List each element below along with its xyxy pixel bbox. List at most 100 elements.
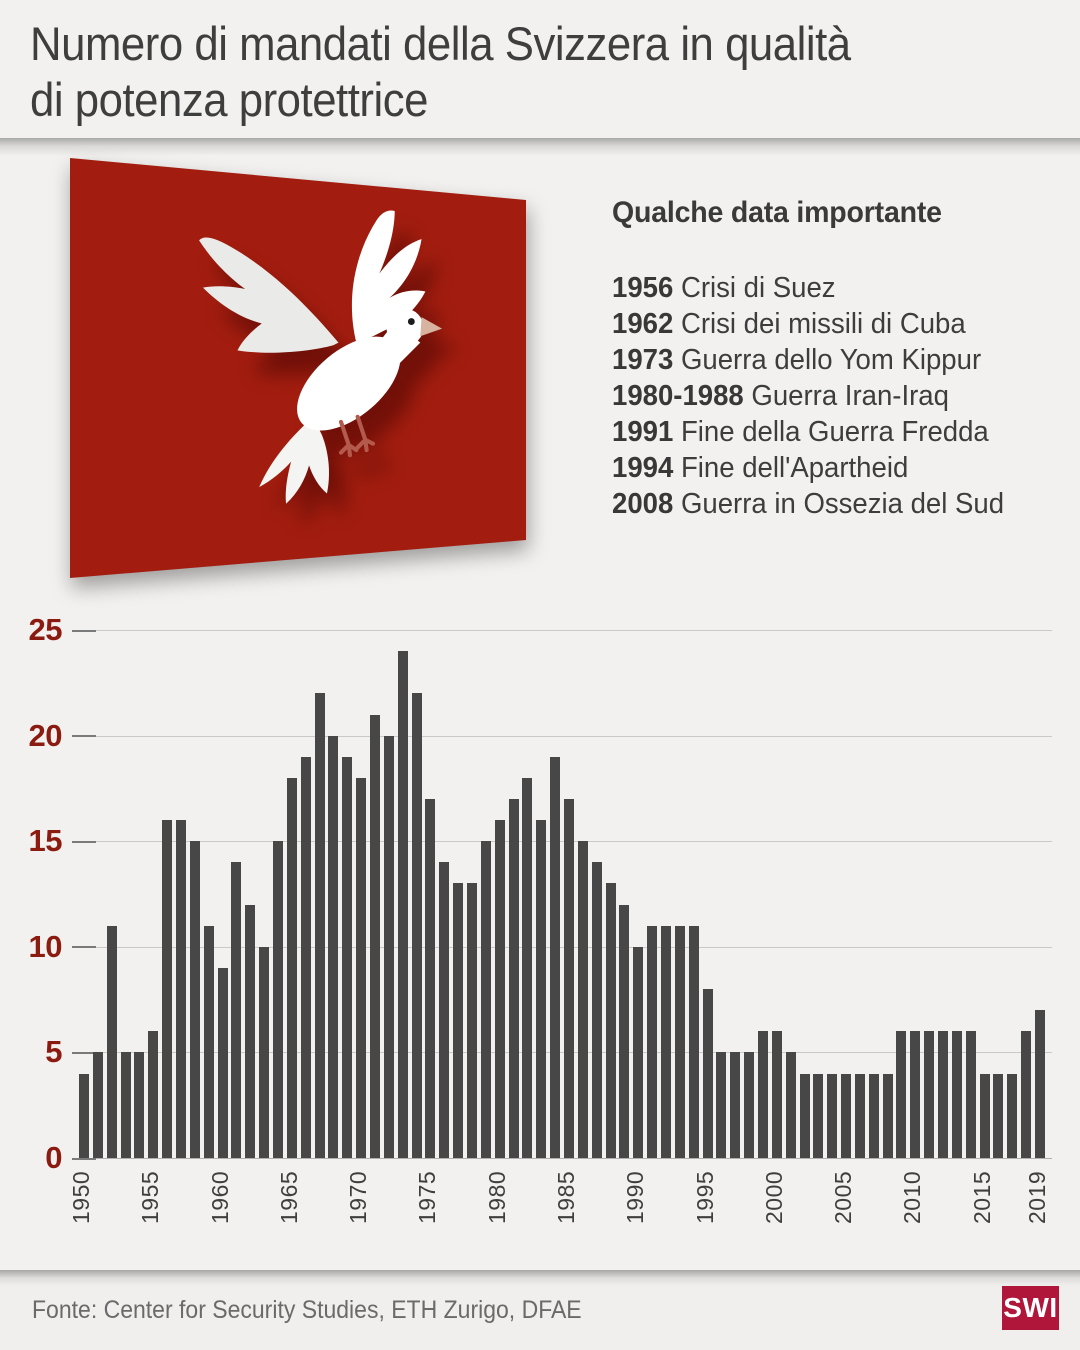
x-axis-label: 2000 xyxy=(760,1170,787,1224)
bar-1964 xyxy=(273,841,283,1158)
x-axis-label: 2010 xyxy=(899,1170,926,1224)
y-axis-label: 25 xyxy=(28,612,63,647)
x-axis-label: 1950 xyxy=(68,1170,94,1224)
bar-1960 xyxy=(217,967,228,1158)
bar-1980 xyxy=(494,820,505,1158)
footer-shadow xyxy=(0,1270,1080,1286)
key-dates-heading: Qualche data importante xyxy=(612,196,942,229)
grid-line xyxy=(72,1052,1052,1054)
grid-line xyxy=(72,841,1052,843)
key-date-item: 2008 Guerra in Ossezia del Sud xyxy=(612,488,1005,520)
bar-2006 xyxy=(854,1073,865,1158)
grid-line xyxy=(72,735,1052,737)
y-axis-tick xyxy=(72,735,96,738)
key-date-year: 1962 xyxy=(612,308,674,340)
y-axis-tick xyxy=(72,840,96,843)
bar-1990 xyxy=(633,946,644,1158)
bar-1999 xyxy=(757,1031,768,1158)
bar-2014 xyxy=(965,1031,976,1158)
key-date-item: 1962 Crisi dei missili di Cuba xyxy=(612,308,966,340)
y-axis-label: 15 xyxy=(28,823,63,859)
bar-2005 xyxy=(841,1073,851,1158)
bar-1973 xyxy=(397,651,408,1158)
key-date-year: 1991 xyxy=(612,416,674,448)
bar-1968 xyxy=(328,735,339,1158)
bar-2013 xyxy=(951,1031,962,1158)
key-date-item: 1980-1988 Guerra Iran-Iraq xyxy=(612,380,949,412)
bar-2019 xyxy=(1035,1010,1045,1158)
bar-1975 xyxy=(425,799,436,1158)
bar-1984 xyxy=(550,756,561,1158)
bar-2000 xyxy=(771,1031,782,1158)
bar-2015 xyxy=(979,1073,990,1158)
x-axis-label: 2019 xyxy=(1024,1170,1050,1224)
key-date-year: 1973 xyxy=(612,344,674,376)
x-axis-label: 1955 xyxy=(137,1170,164,1224)
key-date-item: 1991 Fine della Guerra Fredda xyxy=(612,416,989,448)
footer: Fonte: Center for Security Studies, ETH … xyxy=(0,1270,1080,1350)
y-axis-tick xyxy=(72,629,96,632)
bar-2009 xyxy=(896,1031,907,1158)
bar-1972 xyxy=(383,735,394,1158)
bar-1988 xyxy=(605,883,616,1158)
key-date-item: 1956 Crisi di Suez xyxy=(612,272,836,304)
key-date-year: 1956 xyxy=(612,272,674,304)
bar-1959 xyxy=(203,925,214,1158)
x-axis-label: 1990 xyxy=(622,1170,649,1224)
bar-2011 xyxy=(924,1031,935,1158)
red-panel xyxy=(70,158,526,578)
bar-2008 xyxy=(882,1073,893,1158)
bar-1978 xyxy=(466,883,477,1158)
y-axis-tick xyxy=(72,946,96,949)
x-axis-label: 2005 xyxy=(830,1170,856,1224)
y-axis-tick xyxy=(72,1051,96,1054)
title-bar: Numero di mandati della Svizzera in qual… xyxy=(0,0,1080,138)
bar-1998 xyxy=(744,1052,754,1158)
bar-1997 xyxy=(730,1052,741,1158)
bar-1971 xyxy=(370,714,380,1158)
key-date-year: 1980-1988 xyxy=(612,380,744,412)
bar-1955 xyxy=(148,1031,159,1158)
bar-1951 xyxy=(92,1052,103,1158)
x-axis-label: 1965 xyxy=(275,1170,302,1224)
bar-2002 xyxy=(799,1073,810,1158)
bar-1982 xyxy=(522,777,533,1158)
bar-2012 xyxy=(938,1031,948,1158)
x-axis-label: 1980 xyxy=(483,1170,510,1224)
bar-1981 xyxy=(508,799,519,1158)
bar-1961 xyxy=(231,862,242,1158)
bar-1974 xyxy=(411,693,422,1158)
bar-2001 xyxy=(785,1052,796,1158)
x-axis-label: 1970 xyxy=(345,1170,372,1224)
x-axis-label: 1960 xyxy=(206,1170,233,1224)
bar-1993 xyxy=(674,925,685,1158)
bar-1989 xyxy=(619,904,630,1158)
dove-icon xyxy=(199,210,443,504)
bar-chart: 0 5 10 15 20 25 1950 1955 1960 1965 1970 1975 1980 19… xyxy=(28,612,1052,1224)
bar-1963 xyxy=(259,946,270,1158)
bar-1970 xyxy=(356,777,367,1158)
bar-1977 xyxy=(453,883,464,1158)
bar-1996 xyxy=(716,1052,727,1158)
y-axis-label: 5 xyxy=(45,1034,62,1070)
dove-illustration xyxy=(70,158,526,578)
y-axis-label: 0 xyxy=(45,1140,62,1175)
page-title: Numero di mandati della Svizzera in qual… xyxy=(30,17,851,126)
key-date-item: 1994 Fine dell'Apartheid xyxy=(612,452,909,484)
x-axis-label: 1995 xyxy=(691,1170,718,1224)
key-dates-list: 1956 Crisi di Suez 1962 Crisi dei missili… xyxy=(612,270,1030,522)
bar-1954 xyxy=(134,1052,145,1158)
x-axis-label: 1985 xyxy=(552,1170,579,1224)
bar-1966 xyxy=(300,756,311,1158)
bar-1992 xyxy=(660,925,671,1158)
bar-1967 xyxy=(314,693,325,1158)
bar-2018 xyxy=(1021,1031,1032,1158)
x-axis-label: 2015 xyxy=(968,1170,995,1224)
bar-1969 xyxy=(342,756,353,1158)
swi-logo: SWI xyxy=(1002,1286,1059,1330)
bar-1953 xyxy=(120,1052,131,1158)
bar-1950 xyxy=(79,1073,89,1158)
bar-1991 xyxy=(647,925,658,1158)
title-shadow xyxy=(0,138,1080,156)
